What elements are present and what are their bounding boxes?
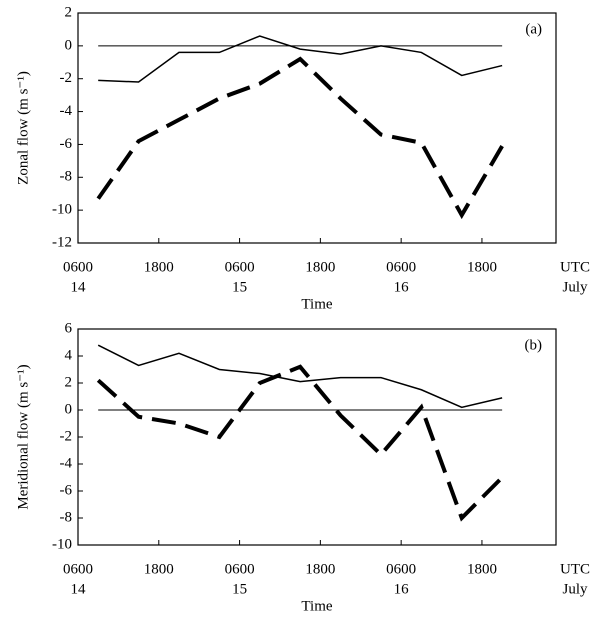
solid-line — [98, 35, 503, 83]
x-day-label: 14 — [71, 279, 87, 295]
x-unit-label: July — [562, 279, 588, 295]
x-day-label: 16 — [394, 279, 410, 295]
x-unit-label: July — [562, 581, 588, 597]
y-tick-label: -4 — [60, 103, 73, 119]
x-tick-label: 1800 — [144, 259, 174, 275]
panel-label: (a) — [525, 21, 542, 37]
y-axis-title: Zonal flow (m s⁻¹) — [15, 71, 31, 185]
x-tick-label: 1800 — [305, 259, 335, 275]
y-tick-label: -12 — [52, 234, 72, 250]
x-axis-title: Time — [301, 296, 332, 312]
x-tick-label: 1800 — [467, 561, 497, 577]
x-tick-label: 0600 — [63, 561, 93, 577]
x-day-label: 15 — [232, 279, 247, 295]
x-day-label: 14 — [71, 581, 87, 597]
y-tick-label: 4 — [65, 347, 73, 363]
y-axis-title: Meridional flow (m s⁻¹) — [15, 364, 31, 509]
x-axis-title: Time — [301, 598, 332, 614]
x-unit-label: UTC — [560, 259, 590, 275]
y-tick-label: -2 — [60, 428, 73, 444]
dashed-line — [96, 56, 504, 220]
plot-frame — [77, 12, 557, 244]
y-tick-label: 6 — [65, 320, 73, 336]
x-day-label: 15 — [232, 581, 247, 597]
solid-line — [97, 344, 503, 409]
x-day-label: 16 — [394, 581, 410, 597]
panel-label: (b) — [525, 337, 543, 353]
y-tick-label: -8 — [60, 169, 73, 185]
y-tick-label: -10 — [52, 202, 72, 218]
x-tick-label: 0600 — [225, 561, 255, 577]
x-unit-label: UTC — [560, 561, 590, 577]
y-tick-label: 0 — [65, 37, 73, 53]
y-tick-label: 2 — [65, 374, 73, 390]
x-tick-label: 0600 — [63, 259, 93, 275]
y-tick-label: 0 — [65, 401, 73, 417]
y-tick-label: -2 — [60, 70, 73, 86]
y-tick-label: -6 — [60, 136, 73, 152]
y-tick-label: -8 — [60, 509, 73, 525]
x-tick-label: 1800 — [467, 259, 497, 275]
y-tick-label: -6 — [60, 482, 73, 498]
dashed-line — [96, 364, 504, 522]
y-tick-label: -10 — [52, 536, 72, 552]
y-tick-label: 2 — [65, 4, 73, 20]
x-tick-label: 1800 — [305, 561, 335, 577]
x-tick-label: 1800 — [144, 561, 174, 577]
y-tick-label: -4 — [60, 455, 73, 471]
x-tick-label: 0600 — [386, 561, 416, 577]
x-tick-label: 0600 — [225, 259, 255, 275]
x-tick-label: 0600 — [386, 259, 416, 275]
